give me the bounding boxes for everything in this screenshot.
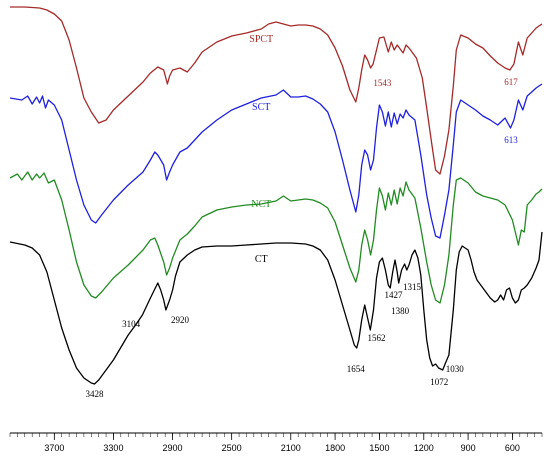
x-axis-tick-label: 1500 — [369, 443, 389, 453]
series-line-sct — [9, 83, 543, 239]
peak-label-1030: 1030 — [446, 364, 465, 374]
peak-label-1543: 1543 — [373, 78, 392, 88]
peak-label-3428: 3428 — [86, 389, 105, 399]
series-label-ct: CT — [255, 254, 268, 265]
x-axis-tick-label: 2900 — [163, 443, 183, 453]
peak-label-1654: 1654 — [347, 364, 366, 374]
x-axis-tick-label: 600 — [505, 443, 520, 453]
series-labels: SPCT SCT NCT CT — [249, 34, 273, 265]
series-line-nct — [9, 171, 543, 304]
peak-label-3104: 3104 — [122, 319, 141, 329]
x-axis-major-ticks — [53, 433, 513, 440]
x-axis-tick-label: 1200 — [414, 443, 434, 453]
series-label-sct: SCT — [252, 102, 270, 113]
x-axis-minor-ticks — [9, 433, 543, 437]
x-axis: 3700 3300 2900 2500 2100 1800 1500 1200 900 600 — [9, 432, 543, 453]
peak-label-1562: 1562 — [367, 333, 385, 343]
x-axis-tick-labels: 3700 3300 2900 2500 2100 1800 1500 1200 900 600 — [44, 443, 520, 453]
peak-label-1380: 1380 — [391, 306, 410, 316]
peak-label-1072: 1072 — [430, 377, 448, 387]
series-label-nct: NCT — [251, 199, 271, 210]
x-axis-tick-label: 3300 — [103, 443, 123, 453]
peak-label-1315: 1315 — [403, 282, 422, 292]
series-line-spct — [10, 6, 543, 175]
series-line-ct — [9, 231, 543, 385]
peak-label-1427: 1427 — [384, 290, 403, 300]
peak-label-2920: 2920 — [171, 315, 190, 325]
x-axis-tick-label: 2500 — [222, 443, 242, 453]
x-axis-tick-label: 1800 — [325, 443, 345, 453]
spectra-lines — [9, 6, 543, 385]
peak-annotations: 1543 617 613 3428 3104 2920 1654 1562 1427 1380 13… — [86, 77, 519, 399]
x-axis-tick-label: 900 — [461, 443, 476, 453]
series-label-spct: SPCT — [249, 34, 273, 45]
peak-label-617: 617 — [504, 77, 518, 87]
x-axis-tick-label: 3700 — [44, 443, 64, 453]
x-axis-tick-label: 2100 — [281, 443, 301, 453]
peak-label-613: 613 — [504, 135, 518, 145]
